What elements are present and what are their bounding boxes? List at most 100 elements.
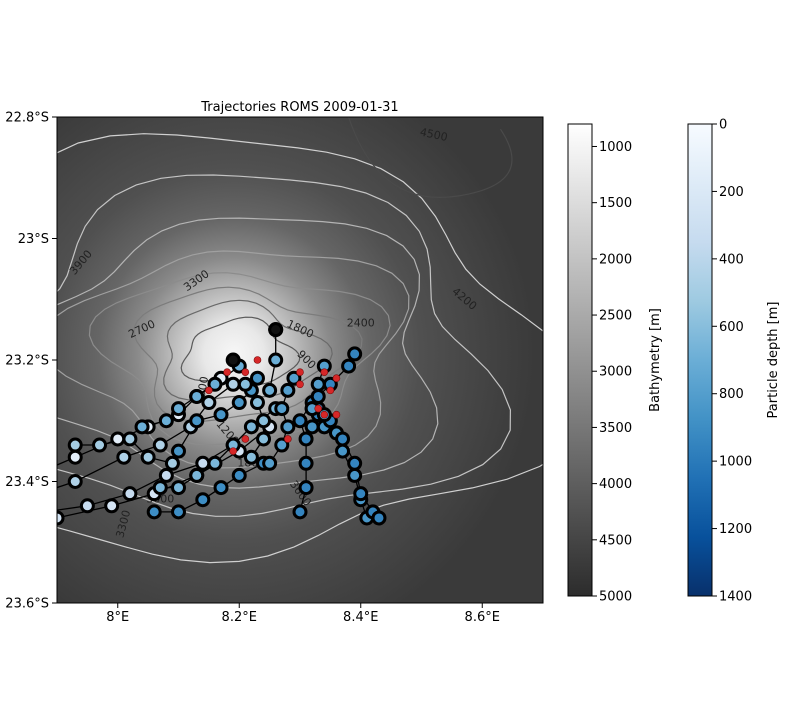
bathymetry-colorbar-tick-label: 4500 xyxy=(599,533,632,548)
y-tick-label: 23.4°S xyxy=(5,475,49,490)
particle-marker xyxy=(189,467,205,483)
particle-marker xyxy=(243,449,259,465)
particle-marker xyxy=(171,443,186,459)
particle-marker xyxy=(347,455,363,471)
y-tick-label: 23°S xyxy=(18,232,49,247)
particle-start-marker xyxy=(229,447,237,455)
y-tick-label: 22.8°S xyxy=(5,111,49,126)
particle-marker xyxy=(152,437,168,453)
particle-marker xyxy=(347,346,363,362)
particle-marker xyxy=(335,443,351,459)
particle-marker xyxy=(201,395,217,411)
particle-marker xyxy=(225,352,241,368)
x-tick-label: 8.2°E xyxy=(222,610,257,625)
particle-marker xyxy=(262,382,278,398)
particle-marker xyxy=(195,455,211,471)
contour-line xyxy=(348,117,513,198)
particle-start-marker xyxy=(296,380,304,389)
particle-marker xyxy=(304,419,320,435)
depth-colorbar-tick-label: 0 xyxy=(719,118,727,133)
particle-marker xyxy=(256,431,272,447)
particle-marker xyxy=(171,401,186,417)
bathymetry-colorbar-tick-label: 3000 xyxy=(599,365,632,380)
particle-marker xyxy=(268,352,284,368)
particle-marker xyxy=(347,467,363,483)
particle-start-marker xyxy=(296,368,304,376)
particle-start-marker xyxy=(320,368,329,376)
depth-colorbar-tick-label: 600 xyxy=(719,320,744,335)
bathymetry-colorbar-tick-label: 1000 xyxy=(599,140,632,155)
particle-marker xyxy=(335,431,351,447)
particle-marker xyxy=(207,376,223,392)
particle-marker xyxy=(134,419,150,435)
y-tick-label: 23.6°S xyxy=(5,597,49,612)
depth-colorbar-tick-label: 400 xyxy=(719,252,744,267)
particle-marker xyxy=(116,449,132,465)
particle-marker xyxy=(274,401,290,417)
particle-marker xyxy=(292,504,308,520)
particle-marker xyxy=(158,467,174,483)
particle-marker xyxy=(256,413,272,429)
particle-marker xyxy=(213,480,229,496)
particle-start-marker xyxy=(332,410,341,419)
depth-colorbar-tick-label: 1400 xyxy=(719,590,752,605)
particle-start-marker xyxy=(284,435,292,443)
particle-marker xyxy=(292,413,308,429)
particle-marker xyxy=(92,437,108,453)
depth-colorbar-gradient xyxy=(687,123,713,597)
particle-marker xyxy=(341,358,357,374)
particle-marker xyxy=(122,431,138,447)
particle-marker xyxy=(189,388,205,404)
particle-marker xyxy=(249,395,265,411)
particle-marker xyxy=(67,474,83,489)
particle-start-marker xyxy=(223,368,231,376)
particle-marker xyxy=(280,382,296,398)
particle-marker xyxy=(298,455,314,471)
particle-marker xyxy=(195,492,211,508)
map-axes: 4500390033004200270018002400900150012001… xyxy=(5,111,544,625)
particle-marker xyxy=(171,504,186,520)
particle-marker xyxy=(67,449,83,465)
particle-start-marker xyxy=(253,356,262,364)
bathymetry-colorbar-tick-label: 2500 xyxy=(599,309,632,324)
particle-marker xyxy=(39,506,51,518)
x-tick-label: 8°E xyxy=(106,610,129,625)
particle-marker xyxy=(280,419,296,435)
particle-marker xyxy=(213,407,229,423)
particle-marker xyxy=(310,376,326,392)
particle-marker xyxy=(171,480,186,496)
particle-marker xyxy=(243,419,259,435)
particle-marker xyxy=(110,431,126,447)
bathymetry-field xyxy=(57,117,543,603)
particle-marker xyxy=(231,395,247,411)
y-tick-label: 23.2°S xyxy=(5,354,49,369)
x-axis-ticks: 8°E 8.2°E 8.4°E 8.6°E xyxy=(106,603,500,625)
particle-start-marker xyxy=(205,386,213,395)
depth-colorbar-tick-label: 800 xyxy=(719,387,744,402)
particle-marker xyxy=(57,510,65,526)
bathymetry-colorbar-gradient xyxy=(567,123,593,597)
particle-marker xyxy=(152,480,168,496)
particle-start-marker xyxy=(326,386,335,395)
contour-line xyxy=(133,286,363,422)
particle-marker xyxy=(298,480,314,496)
particle-marker xyxy=(104,498,120,514)
depth-colorbar: 0 200 400 600 800 1000 1200 1400 Particle depth… xyxy=(687,118,781,605)
particle-marker xyxy=(268,322,284,338)
particle-marker xyxy=(262,455,278,471)
chart-title: Trajectories ROMS 2009-01-31 xyxy=(200,100,398,115)
contour-label: 2400 xyxy=(347,317,375,330)
particle-marker xyxy=(231,467,247,483)
depth-colorbar-label: Particle depth [m] xyxy=(766,302,781,419)
particle-start-marker xyxy=(241,368,250,376)
particle-marker xyxy=(371,510,387,526)
particle-marker xyxy=(146,504,162,520)
particle-marker xyxy=(189,413,205,429)
particle-start-marker xyxy=(320,410,329,419)
x-tick-label: 8.4°E xyxy=(343,610,378,625)
particle-marker xyxy=(310,388,326,404)
particle-marker xyxy=(164,455,180,471)
particle-marker xyxy=(249,370,265,386)
particle-marker xyxy=(79,498,95,514)
particle-marker xyxy=(225,376,241,392)
